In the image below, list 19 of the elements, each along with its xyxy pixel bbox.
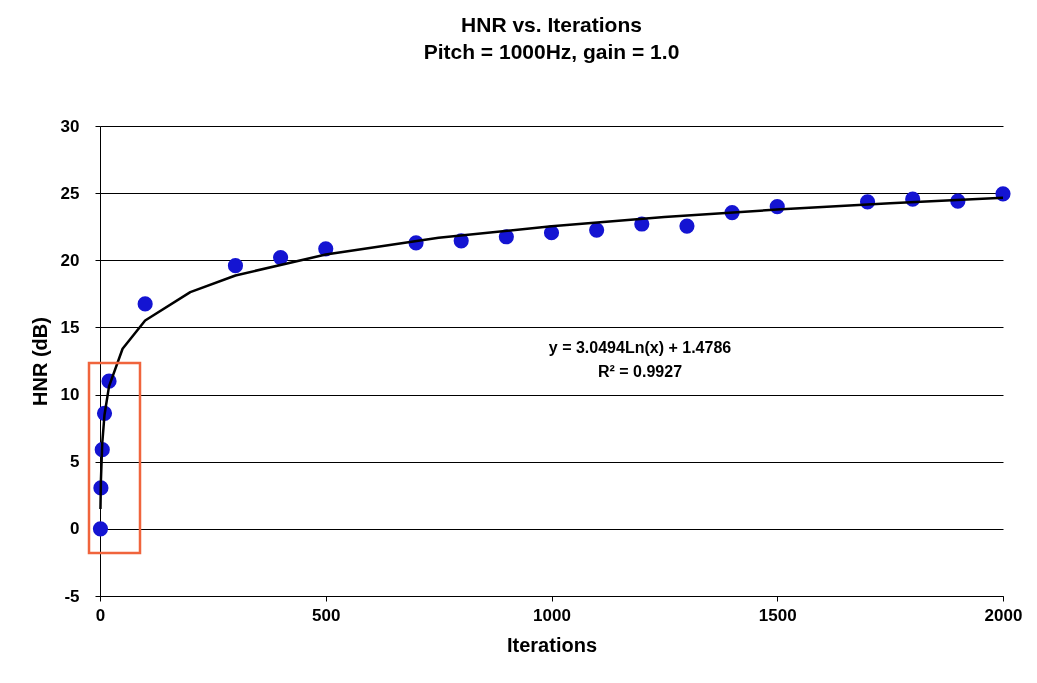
chart-title: HNR vs. Iterations bbox=[461, 13, 642, 36]
y-tick-label: 30 bbox=[60, 116, 80, 136]
y-axis-title: HNR (dB) bbox=[28, 317, 51, 406]
x-tick-label: 500 bbox=[312, 605, 341, 625]
x-tick-label: 2000 bbox=[984, 605, 1023, 625]
annotation: R² = 0.9927 bbox=[597, 363, 683, 380]
x-tick-label: 1000 bbox=[533, 605, 571, 625]
x-tick-label: 0 bbox=[95, 605, 106, 625]
x-axis-title: Iterations bbox=[506, 633, 598, 656]
y-tick-label: 20 bbox=[60, 250, 80, 270]
chart-subtitle: Pitch = 1000Hz, gain = 1.0 bbox=[423, 40, 680, 63]
y-tick-label: 10 bbox=[60, 385, 80, 405]
y-tick-label: 5 bbox=[70, 452, 80, 472]
y-tick-label: 0 bbox=[70, 519, 80, 539]
annotation: y = 3.0494Ln(x) + 1.4786 bbox=[548, 339, 732, 356]
y-tick-label: -5 bbox=[64, 586, 80, 606]
x-tick-label: 1500 bbox=[758, 605, 797, 625]
y-tick-label: 25 bbox=[60, 183, 80, 203]
y-tick-label: 15 bbox=[60, 317, 80, 337]
